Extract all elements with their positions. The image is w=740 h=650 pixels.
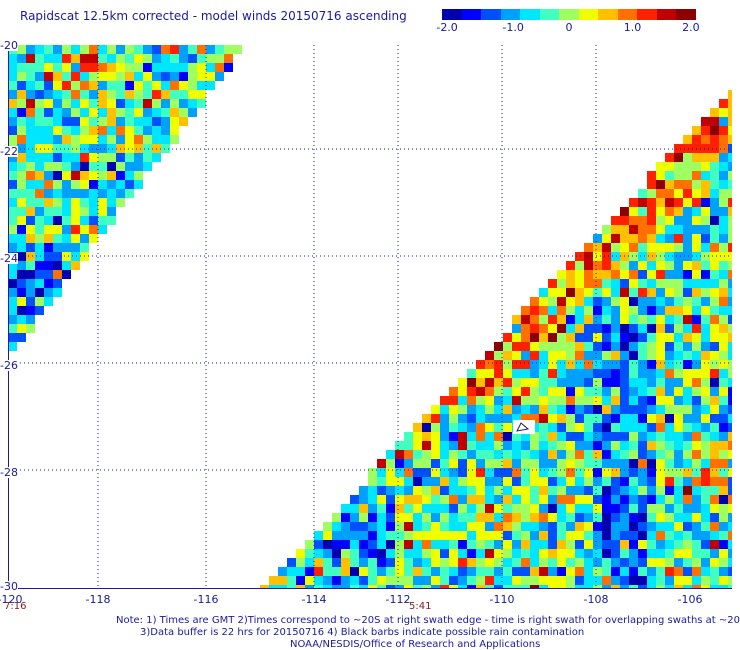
colorbar-segment — [578, 9, 599, 20]
gridlines — [8, 45, 732, 589]
swath-map — [8, 45, 732, 589]
colorbar-segment — [637, 9, 657, 20]
lat-label: -28 — [0, 466, 18, 479]
colorbar-segment — [461, 9, 482, 20]
colorbar-segment — [676, 9, 696, 20]
lon-label: -118 — [85, 593, 111, 606]
lon-label: -106 — [677, 593, 703, 606]
footnote-line-1: Note: 1) Times are GMT 2)Times correspon… — [116, 615, 740, 626]
pass-time-middle: 5:41 — [409, 601, 432, 612]
colorbar-tick: 0 — [565, 21, 573, 34]
lon-label: -110 — [489, 593, 515, 606]
lat-label: -20 — [0, 39, 18, 52]
colorbar-segment — [559, 9, 579, 20]
lon-label: -108 — [583, 593, 609, 606]
pass-time-left: 7:16 — [4, 601, 27, 612]
lat-label: -24 — [0, 252, 18, 265]
lon-label: -116 — [193, 593, 219, 606]
colorbar-segment — [617, 9, 638, 20]
colorbar-segment — [500, 9, 521, 20]
map-title: Rapidscat 12.5km corrected - model winds… — [20, 9, 407, 23]
colorbar-segment — [656, 9, 677, 20]
colorbar-ticks: -2.0 -1.0 0 1.0 2.0 — [436, 21, 699, 35]
colorbar-tick: -2.0 — [436, 21, 458, 34]
map-plot — [8, 45, 732, 589]
lat-label: -30 — [0, 580, 18, 593]
swath-left — [8, 45, 242, 351]
colorbar-tick: 1.0 — [623, 21, 642, 34]
wind-barb — [513, 420, 535, 434]
colorbar-segment — [520, 9, 540, 20]
footnote-line-2: 3)Data buffer is 22 hrs for 20150716 4) … — [140, 627, 585, 638]
colorbar-tick: -1.0 — [502, 21, 524, 34]
lon-label: -112 — [385, 593, 411, 606]
colorbar-tick: 2.0 — [682, 21, 700, 34]
swath-right — [260, 90, 732, 589]
colorbar-segment — [598, 9, 618, 20]
colorbar-segment — [442, 9, 462, 20]
footnote-line-3: NOAA/NESDIS/Office of Research and Appli… — [290, 639, 541, 650]
colorbar — [442, 9, 696, 20]
colorbar-segment — [539, 9, 560, 20]
lat-label: -22 — [0, 145, 18, 158]
lat-label: -26 — [0, 359, 18, 372]
lon-label: -120 — [0, 593, 23, 606]
colorbar-segment — [481, 9, 501, 20]
lon-label: -114 — [301, 593, 327, 606]
